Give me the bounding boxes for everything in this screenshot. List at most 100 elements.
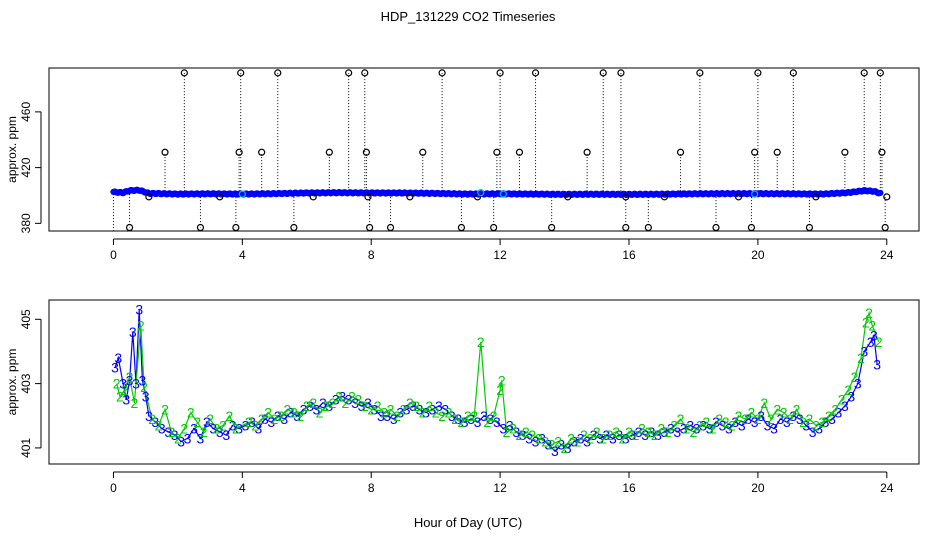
series-3-point-label: 3 [184, 430, 192, 446]
marker-point [216, 193, 224, 201]
bottom-x-tick-label: 20 [751, 481, 765, 495]
series-2-point-label: 2 [180, 421, 188, 437]
series-3-point-label: 3 [783, 414, 791, 430]
marker-point [406, 193, 414, 201]
marker-point [622, 193, 630, 201]
series-2-point-label: 2 [438, 408, 446, 424]
spike-point [617, 69, 625, 77]
series-2-point-label: 2 [458, 414, 466, 430]
series-2-point-label: 2 [715, 411, 723, 427]
series-2-point-label: 2 [696, 417, 704, 433]
series-3-point-label: 3 [467, 411, 475, 427]
series-2-point-label: 2 [193, 414, 201, 430]
series-2-point-label: 2 [200, 424, 208, 440]
spike-point [876, 69, 884, 77]
series-3-point-label: 3 [603, 427, 611, 443]
series-3-point-label: 3 [222, 427, 230, 443]
series-3-point-label: 3 [164, 424, 172, 440]
series-3-point-label: 3 [525, 430, 533, 446]
series-2-point-label: 2 [818, 414, 826, 430]
series-2-point-label: 2 [728, 417, 736, 433]
series-2-point-label: 2 [498, 372, 506, 388]
series-3-point-label: 3 [499, 421, 507, 437]
series-2-point-label: 2 [387, 401, 395, 417]
series-2-point-label: 2 [567, 430, 575, 446]
top-x-tick-label: 4 [239, 248, 246, 262]
spike-point [860, 69, 868, 77]
series-3-point-label: 3 [751, 414, 759, 430]
series-3-point-label: 3 [151, 414, 159, 430]
series-2-point-label: 2 [412, 398, 420, 414]
spike-point [125, 223, 134, 232]
series-2-point-label: 2 [793, 401, 801, 417]
series-2-point-label: 2 [277, 408, 285, 424]
series-3-point-label: 3 [777, 411, 785, 427]
series-2-point-label: 2 [309, 395, 317, 411]
series-3-point-label: 3 [757, 408, 765, 424]
series-2-point-label: 2 [812, 417, 820, 433]
series-2-point-label: 2 [380, 405, 388, 421]
series-2-point-label: 2 [638, 421, 646, 437]
series-3-point-label: 3 [583, 433, 591, 449]
series-2-point-label: 2 [130, 395, 138, 411]
series-2-point-label: 2 [657, 421, 665, 437]
spike-point [622, 223, 630, 232]
series-3-point-label: 3 [870, 327, 878, 343]
series-2-point-label: 2 [509, 421, 517, 437]
series-3-point-label: 3 [648, 424, 656, 440]
spike-point [583, 148, 591, 156]
series-2-point-label: 2 [213, 421, 221, 437]
marker-point [145, 193, 153, 201]
series-2-point-label: 2 [503, 424, 511, 440]
series-3-point-label: 3 [371, 401, 379, 417]
series-3-point-label: 3 [280, 411, 288, 427]
series-3-point-label: 3 [345, 392, 353, 408]
top-x-tick-label: 24 [880, 248, 894, 262]
series-2-point-label: 2 [599, 430, 607, 446]
series-3-point-label: 3 [635, 424, 643, 440]
series-3-point-label: 3 [377, 408, 385, 424]
series-2-point-label: 2 [470, 408, 478, 424]
top-x-tick-label: 0 [110, 248, 117, 262]
series-3-point-label: 3 [142, 388, 150, 404]
spike-point [361, 69, 369, 77]
series-2-point-label: 2 [361, 398, 369, 414]
series-2-point-label: 2 [554, 433, 562, 449]
top-y-tick-label: 420 [19, 157, 33, 177]
series-2-point-label: 2 [844, 382, 852, 398]
series-2-point-label: 2 [316, 405, 324, 421]
series-3-point-label: 3 [789, 408, 797, 424]
series-2-point-label: 2 [284, 401, 292, 417]
series-3-point-label: 3 [216, 424, 224, 440]
series-2-point-label: 2 [851, 369, 859, 385]
series-3-point-label: 3 [564, 440, 572, 456]
series-2-point-label: 2 [148, 411, 156, 427]
series-2-point-label: 2 [445, 405, 453, 421]
series-2-point-label: 2 [838, 392, 846, 408]
top-x-tick-label: 12 [493, 248, 507, 262]
series-2-point-label: 2 [857, 350, 865, 366]
series-3-point-label: 3 [860, 343, 868, 359]
series-3-point-label: 3 [557, 437, 565, 453]
bottom-y-tick-label: 403 [19, 373, 33, 393]
series-2-point-label: 2 [767, 411, 775, 427]
series-2-point-label: 2 [741, 411, 749, 427]
series-3-point-label: 3 [841, 398, 849, 414]
series-2-point-label: 2 [393, 408, 401, 424]
series-2-point-label: 2 [232, 421, 240, 437]
top-x-tick-label: 8 [368, 248, 375, 262]
series-3-point-label: 3 [474, 414, 482, 430]
spike-point [345, 69, 353, 77]
top-plot-frame [48, 67, 920, 232]
spike-point [841, 148, 849, 156]
series-2-point-label: 2 [121, 382, 129, 398]
series-2-point-label: 2 [432, 405, 440, 421]
spike-point [237, 69, 245, 77]
series-2-point-label: 2 [799, 414, 807, 430]
series-2-point-label: 2 [251, 417, 259, 433]
series-3-point-label: 3 [802, 417, 810, 433]
series-3-point-label: 3 [570, 433, 578, 449]
series-2-point-label: 2 [322, 398, 330, 414]
x-axis-label: Hour of Day (UTC) [413, 515, 523, 530]
series-3-point-label: 3 [390, 411, 398, 427]
